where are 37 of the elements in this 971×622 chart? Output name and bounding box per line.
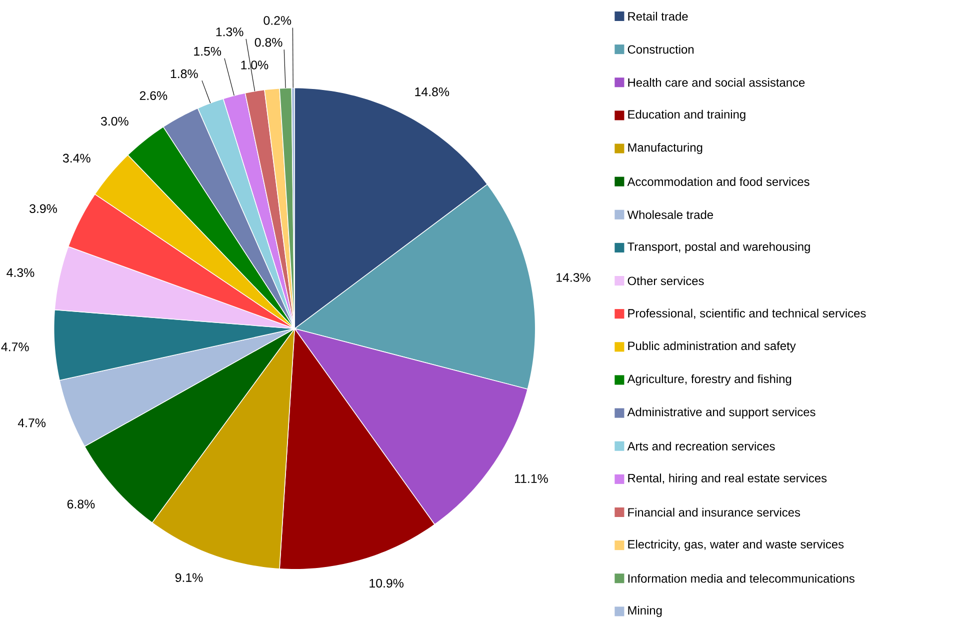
legend-label: Other services [628, 276, 704, 286]
legend-label: Wholesale trade [627, 210, 714, 220]
legend-label: Arts and recreation services [627, 442, 775, 451]
legend-label: Accommodation and food services [627, 177, 810, 186]
data-label: 0.2% [264, 16, 292, 25]
data-label: 1.3% [216, 27, 244, 36]
legend-label: Retail trade [628, 12, 688, 21]
legend-label: Mining [628, 606, 662, 618]
data-label: 4.7% [1, 342, 29, 352]
legend-label: Rental, hiring and real estate services [628, 474, 827, 485]
data-label: 6.8% [67, 500, 95, 509]
legend-label: Public administration and safety [628, 341, 796, 352]
data-label: 3.4% [62, 154, 90, 163]
legend-label: Education and training [628, 110, 746, 122]
data-label: 1.8% [170, 69, 198, 78]
legend-label: Financial and insurance services [628, 508, 800, 517]
data-label: 14.8% [415, 87, 450, 96]
legend-label: Construction [628, 44, 694, 54]
legend-label: Information media and telecommunications [628, 574, 854, 583]
data-label: 3.0% [100, 116, 128, 126]
legend-label: Manufacturing [628, 142, 702, 154]
legend-label: Health care and social assistance [628, 78, 805, 87]
data-label: 4.3% [6, 268, 34, 278]
data-label: 11.1% [514, 474, 548, 483]
data-label: 2.6% [140, 91, 168, 100]
legend-label: Electricity, gas, water and waste services [628, 540, 844, 551]
data-label: 4.7% [18, 418, 46, 428]
data-label: 10.9% [370, 578, 404, 588]
data-label: 9.1% [175, 573, 203, 582]
legend-label: Professional, scientific and technical services [628, 308, 866, 319]
legend-label: Agriculture, forestry and fishing [627, 374, 792, 386]
data-label: 3.9% [30, 204, 57, 214]
legend-label: Transport, postal and warehousing [628, 242, 810, 254]
data-label: 14.3% [556, 273, 590, 282]
legend-label: Administrative and support services [627, 407, 816, 419]
data-label: 0.8% [254, 38, 282, 47]
data-label: 1.5% [194, 47, 222, 56]
